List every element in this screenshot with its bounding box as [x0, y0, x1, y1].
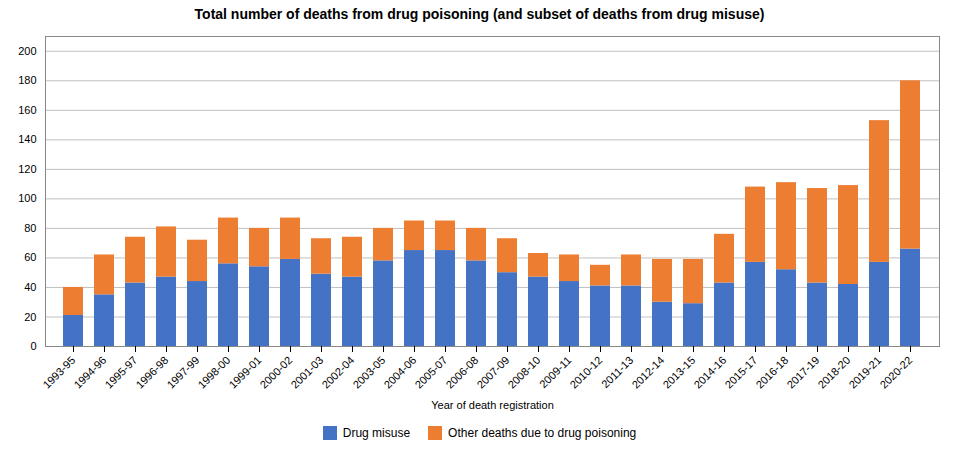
svg-text:2019-21: 2019-21 — [846, 354, 883, 391]
svg-text:200: 200 — [18, 45, 36, 57]
svg-text:2011-13: 2011-13 — [599, 354, 635, 390]
html-text:Total number of deaths from dr: Total number of deaths from drug poisoni… — [194, 6, 765, 22]
svg-text:2008-10: 2008-10 — [505, 354, 542, 391]
svg-text:2016-18: 2016-18 — [753, 354, 790, 391]
svg-text:1995-97: 1995-97 — [102, 354, 139, 391]
svg-text:2004-06: 2004-06 — [381, 354, 418, 391]
svg-text:2003-05: 2003-05 — [350, 354, 387, 391]
svg-text:2012-14: 2012-14 — [629, 354, 666, 391]
svg-text:0: 0 — [30, 340, 36, 352]
svg-text:1999-01: 1999-01 — [226, 354, 263, 391]
svg-text:40: 40 — [24, 281, 36, 293]
svg-text:2005-07: 2005-07 — [412, 354, 449, 391]
svg-text:140: 140 — [18, 133, 36, 145]
svg-text:2014-16: 2014-16 — [691, 354, 728, 391]
svg-text:60: 60 — [24, 251, 36, 263]
html-text:Drug misuse: Drug misuse — [342, 426, 411, 440]
svg-text:2007-09: 2007-09 — [474, 354, 511, 391]
svg-text:120: 120 — [18, 163, 36, 175]
svg-text:80: 80 — [24, 222, 36, 234]
svg-text:160: 160 — [18, 104, 36, 116]
svg-text:2000-02: 2000-02 — [257, 354, 294, 391]
svg-text:100: 100 — [18, 192, 36, 204]
svg-text:1993-95: 1993-95 — [40, 354, 77, 391]
svg-text:2015-17: 2015-17 — [722, 354, 759, 391]
svg-text:2006-08: 2006-08 — [443, 354, 480, 391]
svg-text:20: 20 — [24, 310, 36, 322]
svg-text:1997-99: 1997-99 — [164, 354, 201, 391]
svg-text:1998-00: 1998-00 — [195, 354, 232, 391]
svg-text:Year of death registration: Year of death registration — [431, 399, 554, 411]
svg-text:2010-12: 2010-12 — [567, 354, 604, 391]
html-text:Other deaths due to drug poiso: Other deaths due to drug poisoning — [448, 426, 637, 440]
svg-text:2009-11: 2009-11 — [537, 354, 573, 390]
svg-text:2013-15: 2013-15 — [660, 354, 697, 391]
svg-text:2001-03: 2001-03 — [288, 354, 325, 391]
svg-text:180: 180 — [18, 74, 36, 86]
svg-text:2002-04: 2002-04 — [319, 354, 356, 391]
svg-text:2018-20: 2018-20 — [815, 354, 852, 391]
svg-text:2020-22: 2020-22 — [877, 354, 914, 391]
svg-text:1994-96: 1994-96 — [71, 354, 108, 391]
svg-text:2017-19: 2017-19 — [784, 354, 821, 391]
svg-text:1996-98: 1996-98 — [133, 354, 170, 391]
